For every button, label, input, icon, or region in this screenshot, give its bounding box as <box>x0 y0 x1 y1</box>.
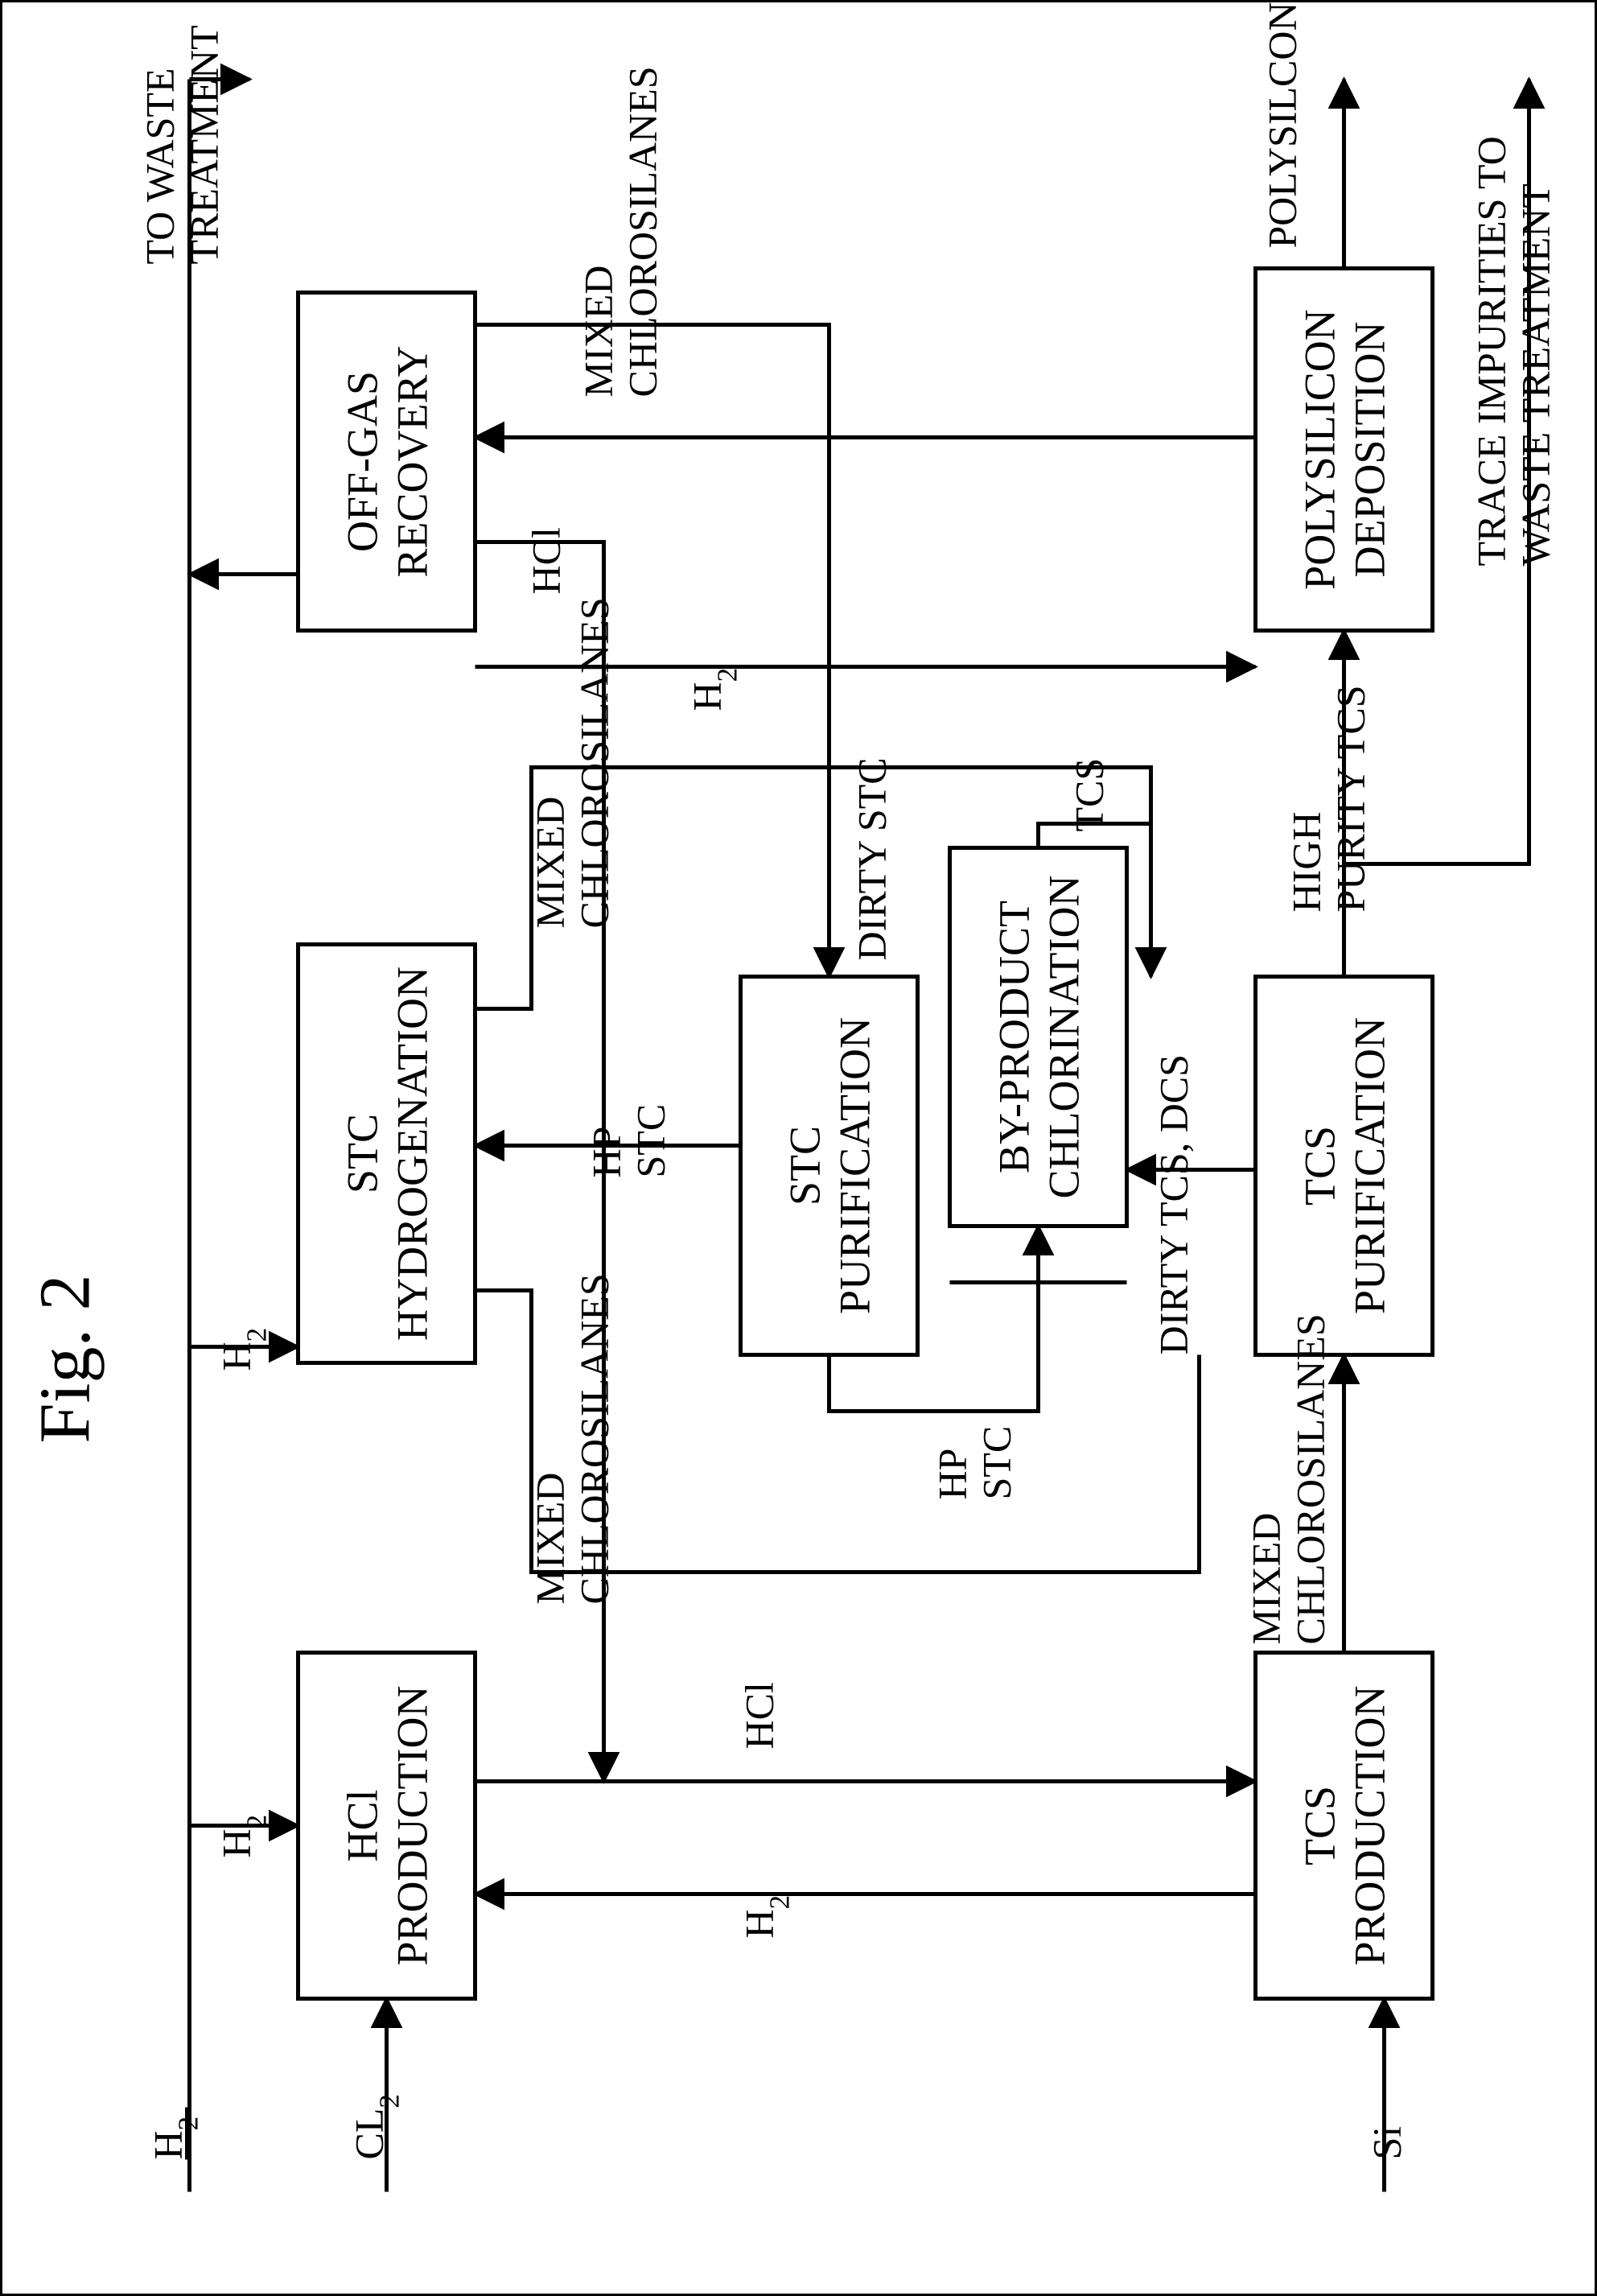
figure-frame: HClPRODUCTIONSTCHYDROGENATIONOFF-GASRECO… <box>0 0 1597 2296</box>
svg-text:H2: H2 <box>736 1894 795 1938</box>
node-offgas-line1: RECOVERY <box>388 345 436 577</box>
node-tcs_pur-line0: TCS <box>1295 1125 1344 1205</box>
node-offgas: OFF-GASRECOVERY <box>298 292 475 630</box>
svg-text:H2: H2 <box>213 1327 272 1371</box>
flowchart-svg: HClPRODUCTIONSTCHYDROGENATIONOFF-GASRECO… <box>0 0 1597 2296</box>
svg-text:CHLOROSILANES: CHLOROSILANES <box>571 597 616 928</box>
svg-text:PURITY TCS: PURITY TCS <box>1327 685 1373 912</box>
svg-text:POLYSILCON: POLYSILCON <box>1259 2 1304 248</box>
node-stc_pur-line1: PURIFICATION <box>830 1016 879 1313</box>
svg-text:H2: H2 <box>145 2116 204 2159</box>
node-poly_dep: POLYSILICONDEPOSITION <box>1255 268 1432 630</box>
node-poly_dep-line0: POLYSILICON <box>1295 309 1344 590</box>
label-title: Fig. 2 <box>25 1274 105 1443</box>
label-mixed_R: MIXEDCHLOROSILANES <box>527 597 616 928</box>
svg-text:MIXED: MIXED <box>1243 1512 1288 1644</box>
svg-text:MIXED: MIXED <box>527 796 572 928</box>
svg-text:WASTE TREATMENT: WASTE TREATMENT <box>1513 183 1558 566</box>
label-H2_og: H2 <box>684 667 743 711</box>
svg-text:HCl: HCl <box>523 527 568 594</box>
node-hcl_prod-line1: PRODUCTION <box>388 1685 436 1965</box>
node-tcs_pur: TCSPURIFICATION <box>1255 976 1432 1354</box>
label-dirty_tcs: DIRTY TCS, DCS <box>1150 1054 1196 1354</box>
svg-text:Si: Si <box>1364 2125 1409 2159</box>
node-tcs_pur-line1: PURIFICATION <box>1345 1016 1393 1313</box>
label-Si: Si <box>1364 2125 1409 2159</box>
node-stc_pur: STCPURIFICATION <box>740 976 917 1354</box>
label-high_purity: HIGHPURITY TCS <box>1283 685 1373 912</box>
svg-text:H2: H2 <box>684 667 743 711</box>
svg-text:CL2: CL2 <box>346 2094 405 2159</box>
label-H2_stc: H2 <box>213 1327 272 1371</box>
node-stc_hydro-line1: HYDROGENATION <box>388 967 436 1341</box>
svg-text:HCl: HCl <box>736 1682 781 1749</box>
node-hcl_prod-line0: HCl <box>338 1789 386 1861</box>
label-HCl_down: HCl <box>736 1682 781 1749</box>
label-tcs_bp: TCS <box>1066 757 1111 831</box>
label-CL2: CL2 <box>346 2094 405 2159</box>
svg-text:TREATMENT: TREATMENT <box>181 25 226 264</box>
svg-text:TRACE IMPURITIES TO: TRACE IMPURITIES TO <box>1468 136 1513 566</box>
label-to_waste: TO WASTETREATMENT <box>137 25 226 264</box>
node-stc_pur-line0: STC <box>780 1125 829 1205</box>
svg-text:TCS: TCS <box>1066 757 1111 831</box>
node-poly_dep-line1: DEPOSITION <box>1345 321 1393 577</box>
node-tcs_prod-line1: PRODUCTION <box>1345 1685 1393 1965</box>
svg-text:H2: H2 <box>213 1814 272 1857</box>
label-mixed_bl: MIXEDCHLOROSILANES <box>1243 1313 1332 1644</box>
label-polysilicon: POLYSILCON <box>1259 2 1304 248</box>
node-hcl_prod: HClPRODUCTION <box>298 1652 475 1998</box>
node-tcs_prod: TCSPRODUCTION <box>1255 1652 1432 1998</box>
label-HCl_og: HCl <box>523 527 568 594</box>
node-byprod-line0: BY-PRODUCT <box>990 900 1038 1173</box>
svg-text:HP: HP <box>929 1448 974 1499</box>
label-trace: TRACE IMPURITIES TOWASTE TREATMENT <box>1468 136 1558 566</box>
svg-text:Fig. 2: Fig. 2 <box>25 1274 105 1443</box>
svg-text:MIXED: MIXED <box>575 265 620 397</box>
node-offgas-line0: OFF-GAS <box>338 370 386 551</box>
label-mixed_og: MIXEDCHLOROSILANES <box>575 66 665 397</box>
node-byprod: BY-PRODUCTCHLORINATION <box>949 847 1126 1226</box>
svg-text:DIRTY TCS, DCS: DIRTY TCS, DCS <box>1150 1054 1196 1354</box>
rotated-canvas: HClPRODUCTIONSTCHYDROGENATIONOFF-GASRECO… <box>0 0 1597 2296</box>
svg-text:MIXED: MIXED <box>527 1472 572 1604</box>
svg-text:HIGH: HIGH <box>1283 811 1328 912</box>
label-dirty_stc: DIRTY STC <box>849 757 894 960</box>
svg-text:STC: STC <box>628 1103 673 1177</box>
label-H2_hcl: H2 <box>213 1814 272 1857</box>
svg-text:TO WASTE: TO WASTE <box>137 68 182 264</box>
svg-text:CHLOROSILANES: CHLOROSILANES <box>571 1273 616 1604</box>
svg-text:STC: STC <box>973 1425 1019 1499</box>
node-byprod-line1: CHLORINATION <box>1039 875 1088 1198</box>
svg-text:CHLOROSILANES: CHLOROSILANES <box>619 66 665 397</box>
node-tcs_prod-line0: TCS <box>1295 1785 1344 1865</box>
label-HP_STC_L: HPSTC <box>929 1425 1019 1499</box>
svg-text:DIRTY STC: DIRTY STC <box>849 757 894 960</box>
node-stc_hydro: STCHYDROGENATION <box>298 944 475 1362</box>
svg-text:CHLOROSILANES: CHLOROSILANES <box>1287 1313 1332 1644</box>
nodes-layer: HClPRODUCTIONSTCHYDROGENATIONOFF-GASRECO… <box>298 268 1432 1998</box>
label-HP_STC_R: HPSTC <box>583 1103 673 1177</box>
node-stc_hydro-line0: STC <box>338 1113 386 1193</box>
svg-text:HP: HP <box>583 1126 628 1177</box>
label-H2_top: H2 <box>145 2107 204 2159</box>
label-H2_up: H2 <box>736 1894 795 1938</box>
label-mixed_L: MIXEDCHLOROSILANES <box>527 1273 616 1604</box>
